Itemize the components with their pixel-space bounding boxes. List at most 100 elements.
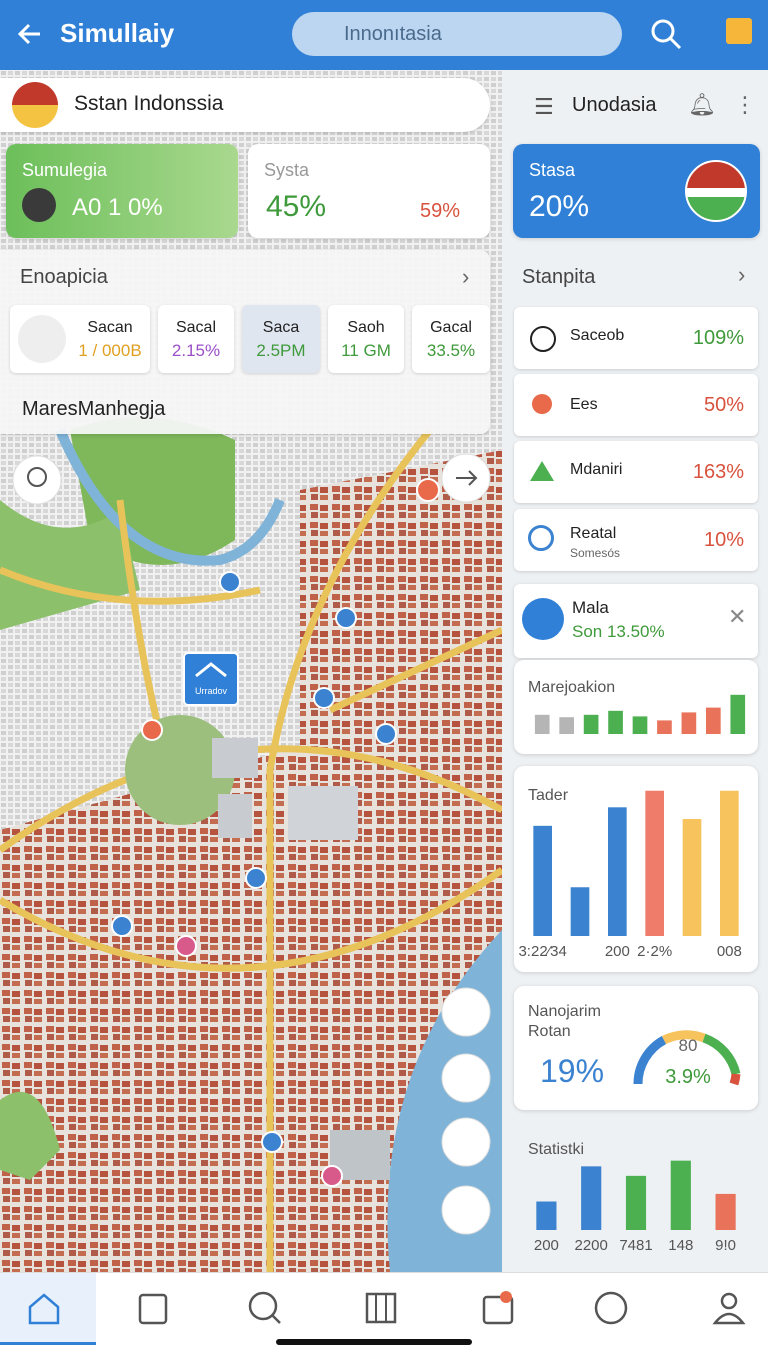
metric-value: 1 / 000B [78, 341, 142, 360]
alert-card[interactable]: Mala Son 13.50% ✕ [514, 584, 758, 658]
metric-item[interactable]: Sacal 2.15% [158, 305, 234, 373]
bar [670, 1160, 691, 1230]
bar [559, 717, 574, 734]
list-row[interactable]: Saceob 109% [514, 307, 758, 369]
metric-name: Saca [262, 319, 300, 336]
section-footer: MaresManhegja [22, 398, 166, 420]
list-row[interactable]: Reatal Somesós 10% [514, 509, 758, 571]
nav-item[interactable] [480, 1289, 518, 1327]
card-value: 20% [529, 190, 590, 223]
metric-value: 33.5% [426, 341, 476, 360]
list-title: Stanpita [522, 266, 596, 288]
section-title: Enoapicia [20, 266, 108, 288]
alert-value: Son 13.50% [572, 622, 665, 641]
app-bar: Simullaiy Innonıtasia [0, 0, 768, 70]
row-value: 10% [703, 529, 744, 551]
nav-item[interactable] [592, 1289, 630, 1327]
gauge-inner: 3.9% [665, 1066, 711, 1088]
more-icon[interactable]: ⋮ [734, 92, 756, 117]
metric-item[interactable]: Sacan 1 / 000B [10, 305, 150, 373]
bottom-nav [0, 1272, 768, 1345]
close-button[interactable]: ✕ [728, 604, 747, 629]
bar [682, 819, 702, 936]
hamburger[interactable]: ☰ [534, 94, 554, 119]
metric-name: Sacal [175, 319, 217, 336]
back-button[interactable] [16, 20, 44, 48]
location-name: Sstan Indonssia [74, 92, 224, 115]
stat-card[interactable]: Systa 45% 59% [248, 144, 490, 238]
bell-icon[interactable]: 🔔︎ [688, 92, 716, 117]
metric-item[interactable]: Saca 2.5PM [242, 305, 320, 373]
chart-title: Tader [528, 787, 569, 804]
metric-name: Sacan [87, 319, 133, 336]
x-tick-label: 9!0 [715, 1237, 736, 1254]
stat-card[interactable]: Stasa 20% [513, 144, 760, 238]
metric-value: 2.15% [171, 341, 221, 360]
bar [533, 825, 552, 936]
nav-item[interactable] [246, 1289, 284, 1327]
card-value: A0 1 0% [72, 194, 163, 221]
bar [534, 714, 550, 734]
row-sub: Somesós [570, 546, 621, 560]
bar [706, 707, 721, 734]
bar [645, 790, 664, 936]
bar [581, 1166, 602, 1230]
bar [536, 1201, 557, 1230]
bar [570, 887, 590, 936]
nav-home[interactable] [0, 1273, 96, 1345]
x-tick-label: 7481 [619, 1237, 652, 1254]
chart-card: Tader 3:22⁄34 200 2·2% 008 [514, 766, 758, 972]
metric-item[interactable]: Gacal 33.5% [412, 305, 490, 373]
card-label: Sumulegia [22, 160, 108, 180]
nav-item[interactable] [710, 1289, 748, 1327]
row-name: Saceob [570, 327, 625, 344]
location-bar[interactable]: Sstan Indonssia [0, 78, 490, 132]
metric-item[interactable]: Saoh 11 GM [328, 305, 404, 373]
x-tick-label: 3:22⁄34 [518, 943, 566, 960]
row-name: Ees [570, 396, 598, 413]
bar [608, 807, 627, 936]
gauge-card: Nanojarim Rotan 19% 80 3.9% [514, 986, 758, 1110]
nav-item[interactable] [364, 1291, 400, 1327]
bar [715, 1193, 736, 1230]
list-row[interactable]: Ees 50% [514, 374, 758, 436]
card-sub: 59% [420, 200, 461, 222]
bar [657, 720, 672, 734]
card-label: Systa [264, 160, 310, 180]
bar [730, 694, 746, 734]
search-bar[interactable]: Innonıtasia [292, 12, 622, 56]
side-title: Unodasia [572, 94, 657, 116]
metric-name: Gacal [430, 319, 472, 336]
chart-card: Marejoakion [514, 660, 758, 754]
menu-icon[interactable] [722, 14, 756, 52]
row-name: Mdaniri [570, 461, 623, 478]
x-tick-label: 200 [534, 1237, 559, 1254]
row-name: Reatal [570, 525, 617, 542]
search-placeholder: Innonıtasia [344, 23, 442, 45]
metric-name: Saoh [347, 319, 385, 336]
metric-value: 11 GM [341, 341, 391, 360]
x-tick-label: 148 [668, 1237, 693, 1254]
x-tick-label: 200 [605, 943, 630, 960]
chart-title: Marejoakion [528, 679, 615, 696]
stat-card[interactable]: Sumulegia A0 1 0% [6, 144, 238, 238]
app-title: Simullaiy [60, 18, 175, 48]
metric-value: 2.5PM [256, 341, 306, 360]
x-tick-label: 2200 [575, 1237, 608, 1254]
search-icon[interactable] [648, 16, 684, 52]
row-value: 50% [703, 394, 744, 416]
list-row[interactable]: Mdaniri 163% [514, 441, 758, 503]
card-label: Stasa [529, 160, 576, 180]
map-label: Urradov [195, 686, 228, 696]
x-tick-label: 008 [717, 943, 742, 960]
gauge-title: Nanojarim [528, 1003, 601, 1020]
gauge-top: 80 [679, 1036, 698, 1055]
x-tick-label: 2·2% [637, 943, 672, 960]
chart-card: Statistki 200 2200 7481 148 9!0 [528, 1141, 736, 1254]
nav-item[interactable] [136, 1291, 172, 1327]
alert-title: Mala [572, 598, 609, 617]
card-value: 45% [266, 190, 327, 223]
bar [632, 716, 648, 734]
gauge-subtitle: Rotan [528, 1023, 571, 1040]
